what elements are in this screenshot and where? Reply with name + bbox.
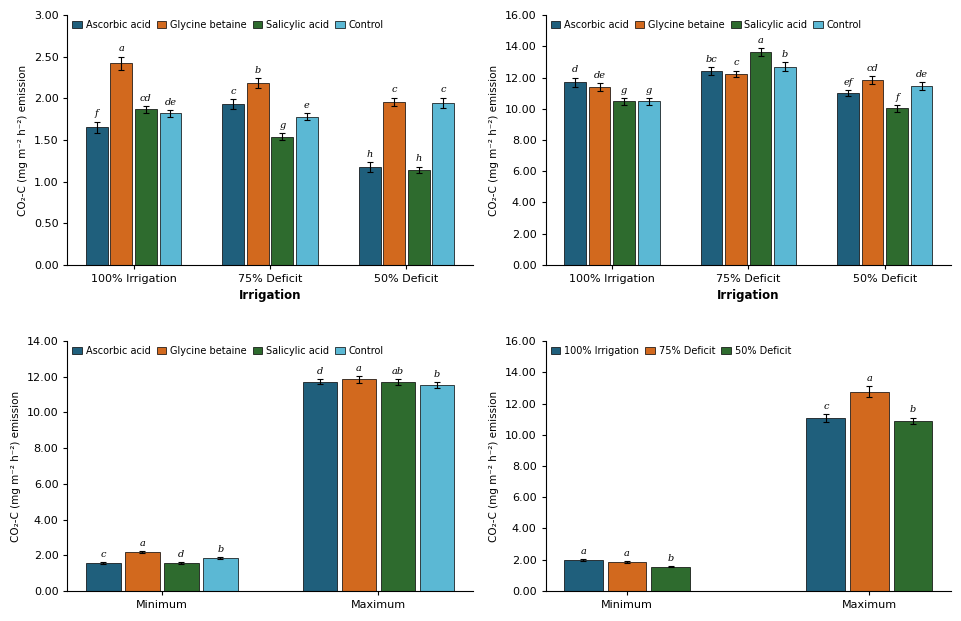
X-axis label: Irrigation: Irrigation — [716, 289, 778, 302]
Text: ef: ef — [842, 78, 851, 87]
Bar — [885, 109, 907, 265]
Text: f: f — [95, 109, 98, 119]
Bar — [588, 87, 610, 265]
Text: bc: bc — [704, 55, 717, 64]
Bar — [725, 74, 746, 265]
Text: g: g — [279, 121, 285, 130]
Bar — [222, 104, 244, 265]
Text: e: e — [304, 101, 309, 110]
Bar — [247, 83, 268, 265]
Bar — [135, 109, 157, 265]
Text: c: c — [440, 85, 446, 94]
Bar — [86, 563, 120, 591]
Bar — [749, 52, 771, 265]
Bar — [651, 567, 689, 591]
Text: a: a — [356, 364, 361, 373]
Bar — [163, 563, 198, 591]
Bar — [382, 102, 405, 265]
Text: b: b — [909, 406, 915, 414]
Y-axis label: CO₂-C (mg m⁻² h⁻²) emission: CO₂-C (mg m⁻² h⁻²) emission — [489, 391, 499, 542]
Bar — [836, 93, 858, 265]
Bar — [700, 71, 722, 265]
Text: cd: cd — [140, 94, 152, 102]
Text: d: d — [571, 65, 578, 75]
Text: a: a — [139, 539, 145, 548]
Bar — [850, 392, 888, 591]
Text: h: h — [415, 155, 422, 163]
Text: de: de — [915, 70, 926, 79]
Text: de: de — [593, 71, 604, 79]
Bar — [805, 418, 845, 591]
Bar — [407, 170, 430, 265]
Legend: 100% Irrigation, 75% Deficit, 50% Deficit: 100% Irrigation, 75% Deficit, 50% Defici… — [550, 346, 790, 356]
Text: c: c — [231, 87, 235, 96]
Text: ab: ab — [391, 367, 404, 376]
Bar — [419, 385, 454, 591]
Text: c: c — [732, 58, 738, 67]
Text: c: c — [100, 550, 106, 559]
Bar — [381, 382, 415, 591]
Text: a: a — [757, 35, 763, 45]
Text: b: b — [781, 50, 787, 59]
Bar — [431, 102, 454, 265]
Bar — [303, 382, 337, 591]
Text: b: b — [255, 66, 260, 75]
Bar — [203, 558, 237, 591]
Bar — [910, 86, 931, 265]
Bar — [160, 114, 182, 265]
Bar — [271, 137, 293, 265]
X-axis label: Irrigation: Irrigation — [238, 289, 301, 302]
Bar — [774, 66, 795, 265]
Y-axis label: CO₂-C (mg m⁻² h⁻²) emission: CO₂-C (mg m⁻² h⁻²) emission — [12, 391, 21, 542]
Text: a: a — [866, 374, 872, 383]
Text: c: c — [823, 402, 827, 411]
Text: f: f — [895, 93, 898, 102]
Text: h: h — [366, 150, 373, 159]
Bar — [296, 117, 317, 265]
Bar — [358, 168, 381, 265]
Text: d: d — [178, 550, 185, 560]
Text: c: c — [391, 85, 397, 94]
Bar — [86, 127, 108, 265]
Text: b: b — [667, 554, 673, 563]
Bar — [607, 562, 646, 591]
Text: cd: cd — [866, 64, 877, 73]
Text: de: de — [164, 97, 176, 107]
Legend: Ascorbic acid, Glycine betaine, Salicylic acid, Control: Ascorbic acid, Glycine betaine, Salicyli… — [550, 20, 861, 30]
Bar — [612, 101, 634, 265]
Bar — [563, 82, 585, 265]
Bar — [111, 63, 132, 265]
Legend: Ascorbic acid, Glycine betaine, Salicylic acid, Control: Ascorbic acid, Glycine betaine, Salicyli… — [72, 20, 383, 30]
Bar — [861, 80, 882, 265]
Y-axis label: CO₂-C (mg m⁻² h⁻²) emission: CO₂-C (mg m⁻² h⁻²) emission — [18, 65, 28, 215]
Bar — [637, 101, 659, 265]
Text: a: a — [118, 45, 124, 53]
Text: a: a — [624, 549, 629, 558]
Bar — [893, 421, 931, 591]
Legend: Ascorbic acid, Glycine betaine, Salicylic acid, Control: Ascorbic acid, Glycine betaine, Salicyli… — [72, 346, 383, 356]
Text: g: g — [621, 86, 627, 95]
Text: b: b — [433, 370, 439, 379]
Text: a: a — [579, 547, 586, 556]
Bar — [341, 379, 376, 591]
Bar — [125, 552, 160, 591]
Text: g: g — [645, 86, 652, 95]
Text: d: d — [316, 367, 323, 376]
Bar — [563, 560, 603, 591]
Text: b: b — [217, 545, 223, 554]
Y-axis label: CO₂-C (mg m⁻² h⁻²) emission: CO₂-C (mg m⁻² h⁻²) emission — [489, 65, 499, 215]
